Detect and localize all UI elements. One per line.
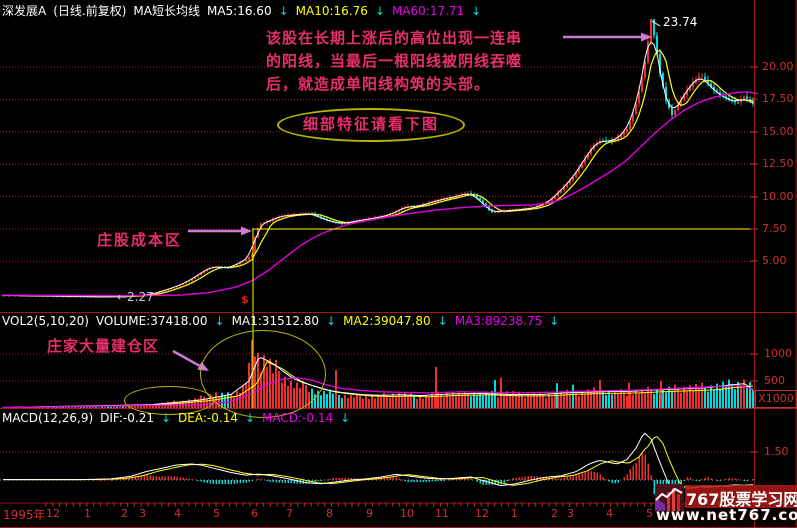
macd-indicator-name: MACD(12,26,9) <box>2 411 94 425</box>
timeline-month: 4 <box>606 507 613 520</box>
cost-zone-label: 庄股成本区 <box>97 231 183 249</box>
low-price-label: ←2.27 <box>117 290 154 304</box>
timeline-month: 2 <box>121 507 128 520</box>
timeline-month: 10 <box>400 507 414 520</box>
down-arrow-icon: ↓ <box>549 314 560 328</box>
down-arrow-icon: ↓ <box>278 3 289 18</box>
price-axis-label: 17.50 <box>762 92 794 105</box>
annotation-headline-line3: 后，就造成单阳线构筑的头部。 <box>266 75 491 93</box>
down-arrow-icon: ↓ <box>160 411 172 425</box>
timeline-month: 11 <box>435 507 449 520</box>
timeline-month: 1 <box>511 507 518 520</box>
ma5-value: MA5:16.60 <box>206 3 272 18</box>
price-axis-label: 20.00 <box>762 60 794 73</box>
dea-value: DEA:-0.14 <box>178 411 238 425</box>
watermark-strip <box>685 485 797 508</box>
timeline-month: 9 <box>366 507 373 520</box>
watermark-url: www.net767.com <box>656 506 797 524</box>
volume-unit-box: X1000 <box>755 390 797 408</box>
macd-value: MACD:-0.14 <box>262 411 334 425</box>
timeline-month: 4 <box>174 507 181 520</box>
timeline-month: 12 <box>475 507 489 520</box>
ma-caption: MA短长均线 <box>133 4 200 18</box>
price-axis-label: 12.50 <box>762 157 794 170</box>
ma60-value: MA60:17.71 <box>391 3 465 18</box>
down-arrow-icon: ↓ <box>214 314 225 328</box>
macd-pane-header: MACD(12,26,9) DIF:-0.21 ↓ DEA:-0.14 ↓ MA… <box>2 411 350 425</box>
price-axis-label: 7.50 <box>762 222 787 235</box>
down-arrow-icon: ↓ <box>326 314 337 328</box>
accumulation-zone-label: 庄家大量建仓区 <box>47 337 160 355</box>
watermark-site-name: 767股票学习网 <box>686 490 797 509</box>
annotation-headline: 该股在长期上涨后的高位出现一连串 的阳线，当最后一根阳线被阴线吞噬 后，就造成单… <box>266 27 576 96</box>
vol-indicator-name: VOL2(5,10,20) <box>2 314 89 328</box>
volume-pane-header: VOL2(5,10,20) VOLUME:37418.00 ↓ MA1:3151… <box>2 314 559 328</box>
timeline-month: 3 <box>567 507 574 520</box>
vol-ma1-value: MA1:31512.80 <box>231 314 320 328</box>
timeline-month: 12 <box>46 507 60 520</box>
watermark-logo-icon <box>655 484 684 511</box>
timeline-year: 1995年 <box>3 508 46 522</box>
price-axis-label: 10.00 <box>762 190 794 203</box>
down-arrow-icon: ↓ <box>374 3 385 18</box>
vol-ma3-value: MA3:89238.75 <box>454 314 543 328</box>
down-arrow-icon: ↓ <box>437 314 448 328</box>
annotation-headline-line2: 的阳线，当最后一根阳线被阴线吞噬 <box>266 52 523 70</box>
stock-title: 深发展A <box>2 4 47 18</box>
timeline-month: 7 <box>286 507 293 520</box>
timeline-month: 1 <box>84 507 91 520</box>
timeline-month: 5 <box>646 507 653 520</box>
price-pane-header: 深发展A (日线.前复权) MA短长均线 MA5:16.60 ↓ MA10:16… <box>2 2 481 19</box>
large-accumulation-ellipse <box>200 330 326 418</box>
peak-price-label: 23.74 <box>663 15 698 29</box>
volume-axis-label: 500 <box>764 374 785 387</box>
timeline-month: 6 <box>251 507 258 520</box>
macd-axis-label: 1.50 <box>764 445 789 458</box>
dividend-marker: $ <box>241 293 249 306</box>
volume-value: VOLUME:37418.00 <box>95 314 208 328</box>
annotation-headline-line1: 该股在长期上涨后的高位出现一连串 <box>266 29 523 47</box>
down-arrow-icon: ↓ <box>244 411 256 425</box>
detail-callout-oval: 细部特征请看下图 <box>277 108 465 142</box>
dif-value: DIF:-0.21 <box>100 411 154 425</box>
timeline-month: 8 <box>326 507 333 520</box>
down-arrow-icon: ↓ <box>471 3 482 18</box>
down-arrow-icon: ↓ <box>340 411 351 425</box>
chart-period: (日线.前复权) <box>53 4 127 18</box>
ma10-value: MA10:16.76 <box>295 3 368 18</box>
vol-ma2-value: MA2:39047.80 <box>343 314 431 328</box>
price-axis-label: 15.00 <box>762 125 794 138</box>
price-axis-label: 5.00 <box>762 254 787 267</box>
volume-axis-label: 1000 <box>764 347 792 360</box>
detail-callout-text: 细部特征请看下图 <box>302 115 439 133</box>
timeline-month: 5 <box>213 507 220 520</box>
timeline-month: 3 <box>139 507 146 520</box>
timeline-month: 2 <box>551 507 558 520</box>
